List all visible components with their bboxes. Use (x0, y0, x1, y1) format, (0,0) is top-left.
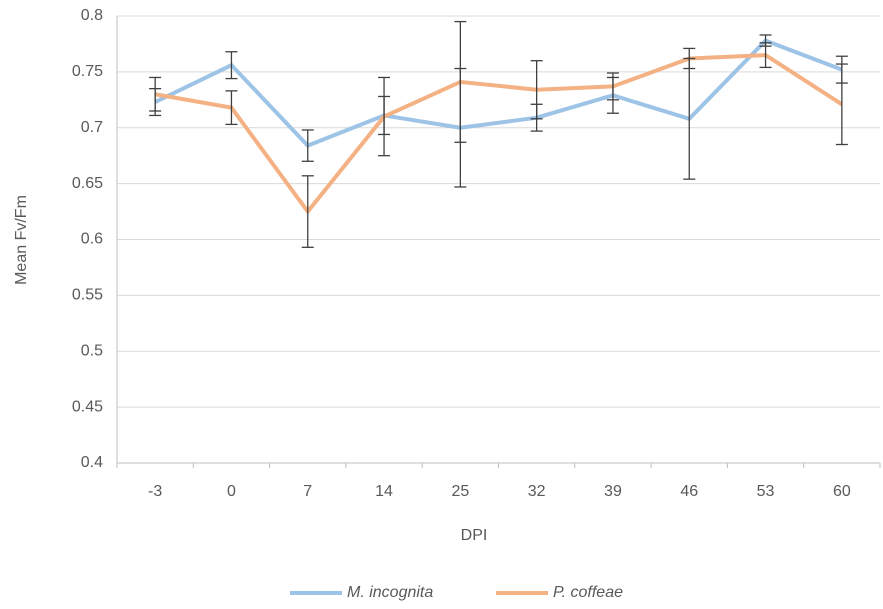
error-bar (301, 129, 314, 162)
y-tick-label: 0.45 (72, 398, 103, 415)
y-tick-label: 0.5 (81, 342, 103, 359)
x-tick-label: 25 (451, 483, 469, 500)
x-tick-label: 14 (375, 483, 393, 500)
error-bar (225, 90, 238, 126)
legend-label: P. coffeae (553, 584, 623, 601)
error-bar (225, 51, 238, 80)
error-bar (530, 60, 543, 120)
error-bar (606, 72, 619, 101)
error-bar (683, 47, 696, 70)
x-tick-label: 39 (604, 483, 622, 500)
x-tick-label: 46 (680, 483, 698, 500)
x-tick-label: 60 (833, 483, 851, 500)
y-tick-label: 0.55 (72, 287, 103, 304)
x-tick-label: 0 (227, 483, 236, 500)
error-bar (454, 20, 467, 143)
y-tick-label: 0.4 (81, 454, 103, 471)
error-bar (301, 175, 314, 248)
y-tick-label: 0.8 (81, 7, 103, 24)
error-bar (378, 76, 391, 157)
series-line (154, 53, 843, 214)
x-tick-label: 32 (528, 483, 546, 500)
x-tick-label: -3 (148, 483, 162, 500)
y-tick-label: 0.65 (72, 175, 103, 192)
x-axis-label: DPI (461, 527, 488, 544)
y-tick-label: 0.75 (72, 63, 103, 80)
error-bar (835, 63, 848, 146)
legend-label: M. incognita (347, 584, 433, 601)
series-line (154, 38, 843, 148)
error-bar (149, 76, 162, 112)
error-bar (759, 42, 772, 69)
y-axis-label: Mean Fv/Fm (13, 195, 30, 285)
x-tick-label: 7 (303, 483, 312, 500)
x-tick-label: 53 (757, 483, 775, 500)
y-tick-label: 0.6 (81, 231, 103, 248)
y-tick-label: 0.7 (81, 119, 103, 136)
